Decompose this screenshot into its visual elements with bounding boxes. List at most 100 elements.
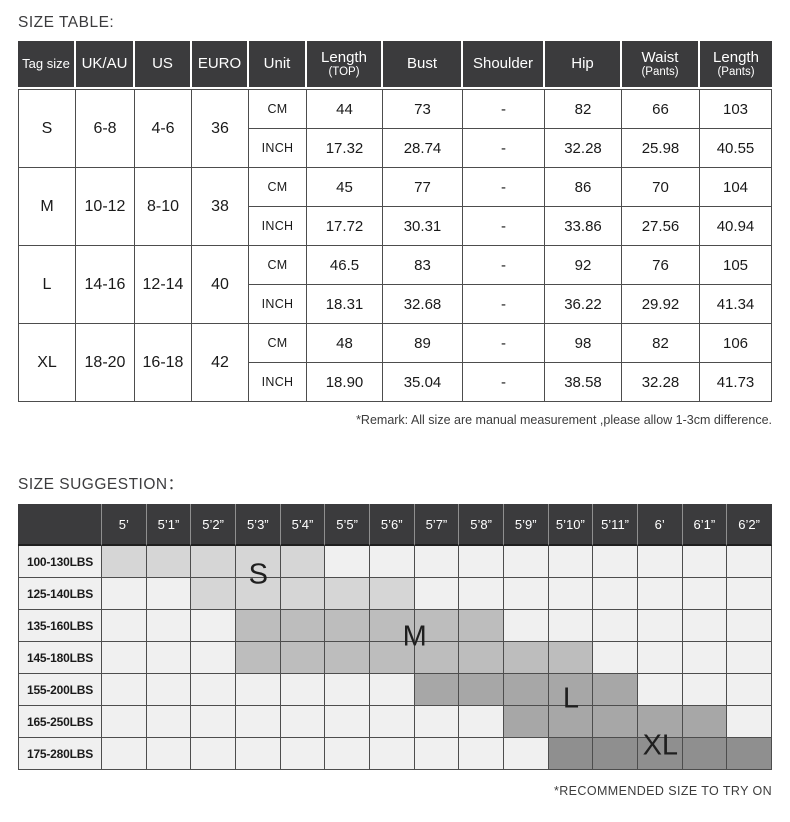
header-label: Hip [571, 54, 594, 72]
unit-cell-cm: CM [249, 89, 307, 129]
grid-cell [682, 578, 728, 610]
grid-cell [146, 642, 192, 674]
value-cell: - [463, 89, 545, 129]
grid-cell [593, 578, 638, 610]
tag-size-cell-l: L [18, 246, 76, 324]
grid-cell [637, 738, 683, 770]
remark-text: *Remark: All size are manual measurement… [356, 413, 772, 427]
height-header-cell: 6’ [637, 504, 683, 546]
suggestion-row-4: 155-200LBS [18, 674, 772, 706]
grid-cell [369, 674, 415, 706]
unit-cell-inch: INCH [249, 285, 307, 324]
grid-cell [459, 738, 504, 770]
value-cell: 66 [622, 89, 700, 129]
value-cell: 70 [622, 168, 700, 207]
grid-cell [414, 674, 460, 706]
grid-cell [235, 706, 281, 738]
value-cell: 35.04 [383, 363, 463, 402]
grid-cell [102, 642, 147, 674]
unit-cell-cm: CM [249, 168, 307, 207]
height-header-cell: 5’11” [593, 504, 638, 546]
value-cell: - [463, 363, 545, 402]
grid-cell [459, 674, 504, 706]
grid-cell [102, 706, 147, 738]
us-cell-xl: 16-18 [135, 324, 192, 402]
height-header-cell: 5’2” [191, 504, 236, 546]
grid-cell [146, 674, 192, 706]
value-cell: 73 [383, 89, 463, 129]
unit-cell-inch: INCH [249, 129, 307, 168]
header-cell-tag-size: Tag size [18, 41, 76, 89]
height-header-cell: 5’1” [146, 504, 192, 546]
height-header-row: 5’ 5’1” 5’2” 5’3” 5’4” 5’5” 5’6” 5’7” 5’8” 5’9” 5’… [18, 504, 772, 546]
value-cell: 77 [383, 168, 463, 207]
grid-cell [235, 546, 281, 578]
height-header-cell: 5’6” [369, 504, 415, 546]
value-cell: 48 [307, 324, 383, 363]
unit-cell-inch: INCH [249, 207, 307, 246]
grid-cell [682, 674, 728, 706]
grid-cell [593, 674, 638, 706]
grid-cell [102, 738, 147, 770]
grid-cell [637, 546, 683, 578]
value-cell: 45 [307, 168, 383, 207]
value-cell: - [463, 246, 545, 285]
value-cell: - [463, 324, 545, 363]
grid-cell [593, 706, 638, 738]
size-table-title: SIZE TABLE: [18, 14, 115, 31]
grid-cell [459, 642, 504, 674]
grid-cell [146, 578, 192, 610]
grid-cell [191, 738, 236, 770]
grid-cell [593, 546, 638, 578]
grid-cell [727, 674, 772, 706]
header-cell-uk-au: UK/AU [76, 41, 135, 89]
height-header-corner [18, 504, 102, 546]
grid-cell [102, 610, 147, 642]
uk-au-cell-l: 14-16 [76, 246, 135, 324]
recommended-note: *RECOMMENDED SIZE TO TRY ON [553, 784, 772, 798]
size-suggestion-grid: 5’ 5’1” 5’2” 5’3” 5’4” 5’5” 5’6” 5’7” 5’8” 5’9” 5’… [18, 504, 772, 770]
grid-cell [414, 738, 460, 770]
unit-cell-cm: CM [249, 324, 307, 363]
grid-cell [593, 642, 638, 674]
grid-cell [325, 610, 370, 642]
height-header-cell: 5’3” [235, 504, 281, 546]
grid-cell [414, 546, 460, 578]
size-suggestion-body: 100-130LBS 125-140LBS 135-160LBS 145-180LBS… [18, 546, 772, 770]
value-cell: 82 [545, 89, 622, 129]
uk-au-cell-xl: 18-20 [76, 324, 135, 402]
grid-cell [548, 610, 594, 642]
grid-cell [235, 738, 281, 770]
height-header-cell: 5’8” [459, 504, 504, 546]
suggestion-row-2: 135-160LBS [18, 610, 772, 642]
weight-label-cell: 100-130LBS [18, 546, 102, 578]
grid-cell [727, 706, 772, 738]
tag-size-cell-m: M [18, 168, 76, 246]
header-label: US [152, 54, 173, 72]
size-chart-page: SIZE TABLE: Tag size UK/AU US EURO Unit Lengt… [18, 14, 772, 798]
value-cell: 27.56 [622, 207, 700, 246]
weight-label-cell: 155-200LBS [18, 674, 102, 706]
suggestion-row-6: 175-280LBS [18, 738, 772, 770]
header-label: Shoulder [472, 54, 534, 72]
grid-cell [637, 610, 683, 642]
grid-cell [682, 546, 728, 578]
grid-cell [727, 578, 772, 610]
value-cell: 17.72 [307, 207, 383, 246]
size-row-s-cm: S 6-8 4-6 36 CM 44 73-82 66 103 [18, 89, 772, 168]
grid-cell [637, 642, 683, 674]
grid-cell [191, 706, 236, 738]
grid-cell [325, 706, 370, 738]
grid-cell [280, 674, 326, 706]
height-header-cell: 5’5” [325, 504, 370, 546]
grid-cell [102, 578, 147, 610]
grid-cell [503, 610, 549, 642]
header-label: Length [713, 48, 759, 66]
header-cell-us: US [135, 41, 192, 89]
size-table-header-row: Tag size UK/AU US EURO Unit Length (TOP) Bust Sh… [18, 41, 772, 89]
value-cell: 46.5 [307, 246, 383, 285]
height-header-cell: 6’2” [727, 504, 772, 546]
header-cell-hip: Hip [545, 41, 622, 89]
grid-cell [727, 610, 772, 642]
suggestion-row-5: 165-250LBS [18, 706, 772, 738]
